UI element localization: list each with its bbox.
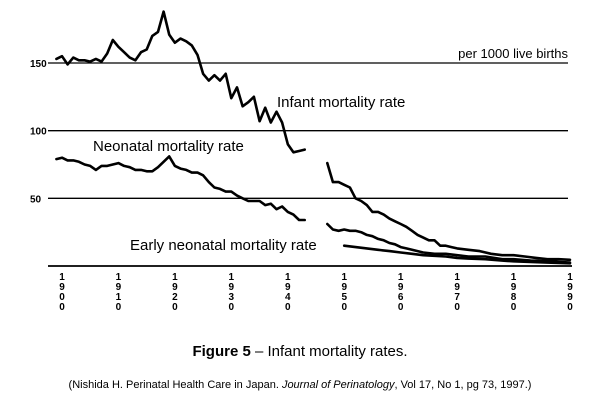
series-label-early-neonatal: Early neonatal mortality rate bbox=[130, 237, 317, 254]
figure-caption-text: – Infant mortality rates. bbox=[250, 343, 408, 360]
y-tick-label-100: 100 bbox=[30, 127, 47, 138]
y-tick-label-50: 50 bbox=[30, 194, 42, 205]
unit-label: per 1000 live births bbox=[458, 46, 568, 61]
figure-caption: Figure 5 – Infant mortality rates. bbox=[0, 343, 600, 360]
series-infant-segment-2 bbox=[325, 161, 572, 262]
y-tick-label-150: 150 bbox=[30, 59, 47, 70]
y-tick-labels: 50 100 150 bbox=[30, 59, 47, 205]
citation-details: , Vol 17, No 1, pg 73, 1997.) bbox=[394, 379, 532, 391]
citation-journal: Journal of Perinatology bbox=[281, 379, 395, 391]
series-early-neonatal-segment-1 bbox=[342, 244, 572, 265]
x-tick-labels: 1 9 0 0 1 9 1 0 1 9 2 0 1 9 3 0 1 9 4 0 1 9 5 0 1 9 6 0 1 9 7 0 1 9 8 0 1 9 9 0 bbox=[59, 272, 573, 313]
mortality-chart: 50 100 150 1 9 0 0 1 9 1 0 1 9 2 0 1 9 3 0 1 9 4 0 1 9 5 0 1 9 6 0 1 9 7… bbox=[30, 10, 573, 313]
series-neonatal-segment-2 bbox=[325, 222, 572, 264]
series-lines bbox=[55, 10, 572, 265]
citation-authors: (Nishida H. Perinatal Health Care in Jap… bbox=[68, 379, 282, 391]
series-neonatal-segment-1 bbox=[55, 155, 307, 222]
series-label-neonatal: Neonatal mortality rate bbox=[93, 138, 244, 155]
grid-lines bbox=[48, 62, 568, 199]
series-label-infant: Infant mortality rate bbox=[277, 94, 405, 111]
series-infant-segment-1 bbox=[55, 10, 307, 154]
figure-label: Figure 5 bbox=[192, 343, 251, 360]
source-citation: (Nishida H. Perinatal Health Care in Jap… bbox=[0, 379, 600, 391]
